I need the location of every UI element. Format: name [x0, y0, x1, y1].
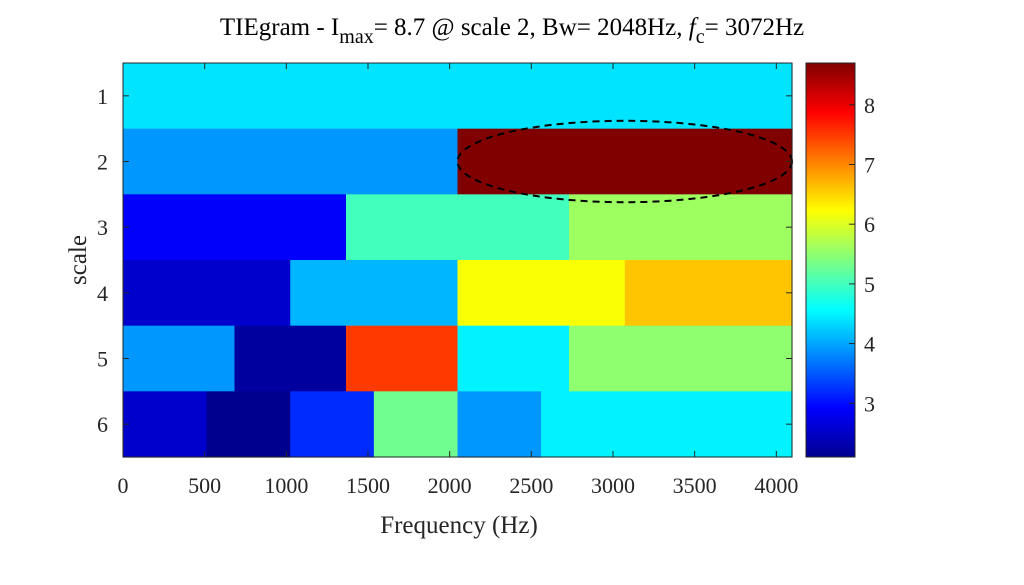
y-tick-label: 6 — [97, 412, 108, 437]
x-tick-label: 1000 — [264, 473, 308, 498]
heatmap-cell — [680, 325, 793, 392]
x-tick-label: 3500 — [673, 473, 717, 498]
heatmap-cell — [123, 325, 236, 392]
heatmap-cell — [457, 260, 626, 327]
x-tick-label: 500 — [188, 473, 221, 498]
title-middle: = 8.7 @ scale 2, Bw= 2048Hz, — [373, 14, 689, 41]
colorbar-gradient — [805, 62, 856, 458]
heatmap-cell — [234, 325, 347, 392]
plot-frame — [122, 62, 793, 458]
heatmap-cell — [569, 194, 793, 261]
heatmap-cell — [457, 325, 570, 392]
x-tick-label: 3000 — [591, 473, 635, 498]
y-tick-label: 3 — [97, 215, 108, 240]
colorbar-tick-label: 5 — [864, 272, 875, 297]
x-axis-label: Frequency (Hz) — [380, 512, 538, 539]
y-tick-label: 5 — [97, 347, 108, 372]
colorbar-tick-label: 7 — [864, 152, 875, 177]
heatmap-cell — [457, 128, 793, 195]
heatmap-cell — [123, 260, 291, 327]
colorbar-tick-label: 4 — [864, 332, 875, 357]
y-tick-label: 1 — [97, 84, 108, 109]
heatmap-cell — [624, 260, 793, 327]
title-suffix: = 3072Hz — [704, 14, 805, 41]
heatmap-cell — [123, 194, 347, 261]
heatmap-cells — [123, 63, 793, 458]
heatmap-cell — [541, 391, 626, 458]
heatmap-cell — [346, 194, 570, 261]
heatmap-cell — [569, 325, 682, 392]
heatmap-cell — [373, 391, 459, 458]
heatmap-cell — [123, 391, 208, 458]
heatmap-cell — [624, 391, 709, 458]
x-tick-label: 1500 — [346, 473, 390, 498]
colorbar-tick-label: 8 — [864, 93, 875, 118]
heatmap-cell — [123, 128, 459, 195]
colorbar-tick-label: 3 — [864, 391, 875, 416]
colorbar: 3 4 5 6 7 8 — [805, 62, 875, 458]
title-fc-subscript: c — [695, 26, 705, 48]
x-tick-label: 2500 — [509, 473, 553, 498]
heatmap-cell — [206, 391, 291, 458]
x-tick-label: 2000 — [428, 473, 472, 498]
heatmap-cell — [457, 391, 542, 458]
heatmap-cell — [290, 260, 459, 327]
y-tick-label: 4 — [97, 281, 108, 306]
y-tick-label: 2 — [97, 150, 108, 175]
x-tick-label: 4000 — [754, 473, 798, 498]
chart-title: TIEgram - Imax= 8.7 @ scale 2, Bw= 2048H… — [0, 14, 1024, 49]
y-axis-label: scale — [65, 235, 92, 285]
heatmap-cell — [123, 63, 793, 130]
heatmap-cell — [708, 391, 793, 458]
heatmap-cell — [290, 391, 375, 458]
x-tick-label: 0 — [118, 473, 129, 498]
title-prefix: TIEgram - I — [219, 14, 340, 41]
heatmap-cell — [346, 325, 459, 392]
title-max-subscript: max — [339, 26, 374, 48]
colorbar-tick-label: 6 — [864, 212, 875, 237]
title-fc-italic: f — [688, 14, 696, 41]
plot-axes: 0 500 1000 1500 2000 2500 3000 3500 4000 1 2 3 4 5 6 — [97, 62, 798, 498]
